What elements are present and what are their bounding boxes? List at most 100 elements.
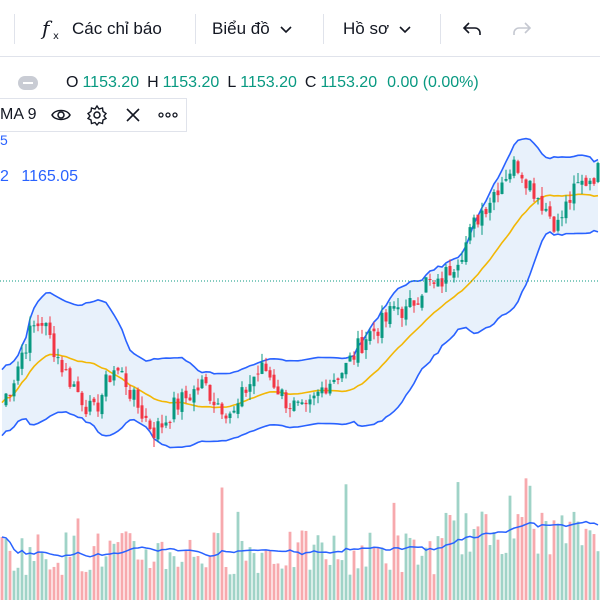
volume-bar bbox=[264, 550, 268, 600]
volume-bar bbox=[100, 566, 104, 600]
indicator-row[interactable]: MA 9 bbox=[0, 98, 187, 132]
candle-body bbox=[348, 355, 352, 362]
candle-body bbox=[216, 403, 220, 405]
volume-bar bbox=[76, 518, 80, 600]
volume-bar bbox=[428, 541, 432, 600]
volume-bar bbox=[492, 532, 496, 600]
candle-body bbox=[492, 192, 496, 203]
more-icon[interactable] bbox=[150, 99, 186, 131]
candle-body bbox=[392, 306, 396, 309]
candle-body bbox=[188, 397, 192, 401]
volume-bar bbox=[368, 532, 372, 600]
candle-body bbox=[192, 389, 196, 403]
candle-body bbox=[80, 392, 84, 406]
profile-button[interactable]: Hồ sơ bbox=[343, 12, 413, 46]
candle-body bbox=[204, 377, 208, 384]
candle-body bbox=[560, 217, 564, 219]
volume-bar bbox=[316, 535, 320, 600]
candle-body bbox=[8, 394, 12, 396]
volume-bar bbox=[140, 559, 144, 600]
volume-bar bbox=[524, 478, 528, 600]
volume-bar bbox=[536, 553, 540, 600]
volume-bar bbox=[52, 566, 56, 600]
undo-icon bbox=[462, 22, 481, 35]
candle-body bbox=[404, 306, 408, 320]
candle-body bbox=[304, 402, 308, 405]
gear-icon[interactable] bbox=[79, 99, 115, 131]
candle-body bbox=[356, 338, 360, 363]
candle-body bbox=[412, 300, 416, 306]
candle-body bbox=[520, 174, 524, 179]
redo-button[interactable] bbox=[510, 12, 534, 46]
volume-bar bbox=[412, 539, 416, 600]
candle-body bbox=[144, 415, 148, 418]
candle-body bbox=[92, 398, 96, 403]
volume-bar bbox=[488, 545, 492, 600]
candle-body bbox=[472, 217, 476, 229]
volume-bar bbox=[376, 547, 380, 600]
candle-body bbox=[284, 392, 288, 409]
candle-body bbox=[532, 183, 536, 199]
chart-type-button[interactable]: Biểu đồ bbox=[212, 12, 294, 46]
low-value: 1153.20 bbox=[240, 74, 297, 91]
candle-body bbox=[236, 403, 240, 414]
volume-bar bbox=[508, 495, 512, 600]
volume-bar bbox=[408, 537, 412, 600]
candle-body bbox=[288, 408, 292, 410]
candle-body bbox=[464, 242, 468, 262]
candle-body bbox=[312, 395, 316, 399]
candle-body bbox=[452, 272, 456, 278]
candle-body bbox=[440, 278, 444, 287]
candle-body bbox=[20, 352, 24, 369]
candle-body bbox=[592, 178, 596, 184]
candle-body bbox=[140, 405, 144, 419]
volume-bar bbox=[380, 547, 384, 600]
volume-bar bbox=[544, 521, 548, 600]
candle-body bbox=[508, 173, 512, 180]
candle-body bbox=[52, 333, 56, 358]
volume-bar bbox=[556, 523, 560, 600]
candle-body bbox=[156, 421, 160, 440]
candle-body bbox=[344, 362, 348, 375]
candle-body bbox=[224, 415, 228, 419]
candle-body bbox=[528, 180, 532, 191]
candle-body bbox=[568, 199, 572, 203]
collapse-icon[interactable] bbox=[18, 76, 38, 90]
volume-bar bbox=[432, 574, 436, 600]
candle-body bbox=[596, 163, 600, 182]
bollinger-band-area bbox=[1, 137, 599, 449]
volume-bar bbox=[564, 543, 568, 600]
candle-body bbox=[388, 306, 392, 325]
close-icon[interactable] bbox=[115, 99, 151, 131]
candle-body bbox=[176, 398, 180, 410]
volume-bar bbox=[576, 521, 580, 600]
indicator-cut-digit-top: 5 bbox=[0, 132, 8, 148]
close-label: C bbox=[304, 74, 317, 91]
volume-bar bbox=[340, 560, 344, 600]
volume-bar bbox=[292, 567, 296, 600]
volume-bar bbox=[224, 567, 228, 600]
candle-body bbox=[584, 177, 588, 186]
volume-bar bbox=[24, 574, 28, 600]
volume-bar bbox=[72, 535, 76, 600]
candle-body bbox=[48, 322, 52, 335]
band-fill bbox=[2, 138, 598, 448]
indicators-button[interactable]: f x Các chỉ báo bbox=[40, 12, 162, 46]
volume-bar bbox=[236, 511, 240, 600]
volume-bar bbox=[404, 533, 408, 600]
volume-bar bbox=[560, 515, 564, 600]
candle-body bbox=[444, 267, 448, 284]
volume-bar bbox=[476, 526, 480, 600]
undo-button[interactable] bbox=[460, 12, 484, 46]
eye-icon[interactable] bbox=[44, 99, 80, 131]
volume-bar bbox=[296, 542, 300, 600]
volume-bar bbox=[256, 572, 260, 600]
change-value: 0.00 (0.00%) bbox=[387, 74, 479, 91]
candle-body bbox=[480, 210, 484, 226]
volume-bar bbox=[468, 551, 472, 600]
open-value: 1153.20 bbox=[82, 74, 140, 91]
candle-body bbox=[352, 355, 356, 360]
candle-body bbox=[164, 422, 168, 426]
volume-bar bbox=[216, 533, 220, 600]
